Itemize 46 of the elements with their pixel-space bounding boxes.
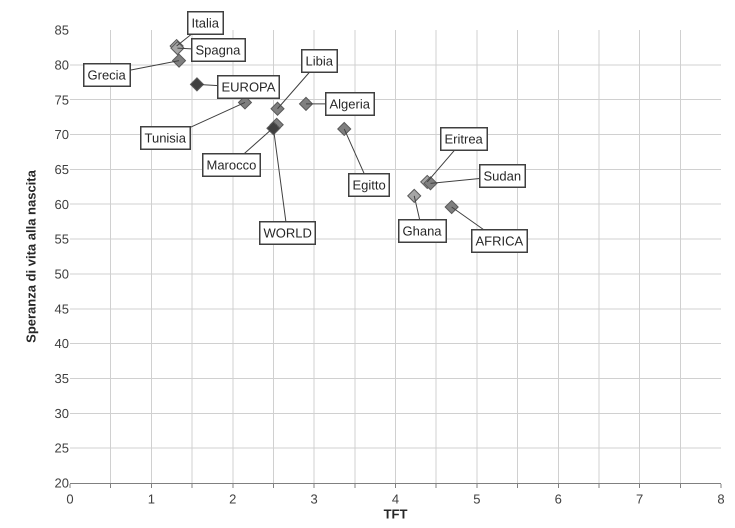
- annotation: Spagna: [196, 42, 242, 58]
- y-tick-label: 65: [54, 162, 69, 177]
- y-tick-label: 55: [54, 232, 69, 247]
- y-tick-label: 40: [54, 336, 69, 352]
- annotation: EUROPA: [222, 80, 276, 94]
- y-tick-label: 60: [54, 196, 69, 212]
- y-axis-title: Speranza di vita alla nascita: [23, 169, 38, 343]
- y-tick-label: 35: [54, 371, 69, 386]
- y-tick-label: 20: [54, 476, 69, 491]
- y-tick-label: 45: [54, 301, 69, 316]
- x-axis-title: TFT: [384, 506, 408, 522]
- point: [298, 96, 313, 111]
- x-tick-label: 1: [148, 492, 155, 507]
- annotation: Grecia: [88, 68, 127, 82]
- annotation: Ghana: [402, 224, 442, 238]
- point: [444, 200, 459, 214]
- point: [270, 102, 285, 116]
- x-tick-label: 4: [392, 492, 400, 507]
- annotation: Marocco: [206, 158, 256, 172]
- annotation: Sudan: [484, 168, 522, 184]
- y-tick-label: 25: [54, 440, 69, 456]
- y-tick-label: 30: [54, 406, 69, 421]
- point: [337, 122, 352, 136]
- y-tick-label: 50: [54, 266, 69, 282]
- annotation: Italia: [192, 16, 220, 30]
- x-tick-label: 6: [554, 492, 562, 507]
- annotation: Egitto: [352, 178, 386, 192]
- annotation: Tunisia: [144, 130, 187, 146]
- y-tick-label: 80: [54, 57, 69, 72]
- point: [172, 54, 186, 68]
- annotation: Eritrea: [444, 132, 484, 146]
- x-tick-label: 7: [636, 492, 644, 507]
- y-tick-label: 85: [54, 22, 69, 38]
- x-tick-label: 5: [473, 492, 480, 507]
- point: [407, 188, 422, 203]
- annotation: Libia: [306, 54, 334, 68]
- x-tick-label: 0: [66, 492, 74, 507]
- annotation: WORLD: [264, 226, 312, 240]
- x-tick-label: 8: [717, 492, 725, 507]
- annotation: Algeria: [330, 96, 371, 112]
- x-tick-label: 2: [229, 492, 236, 507]
- point: [190, 77, 204, 92]
- annotation: AFRICA: [476, 234, 524, 248]
- y-tick-label: 75: [54, 92, 69, 108]
- x-tick-label: 3: [310, 492, 318, 507]
- y-tick-label: 70: [54, 127, 69, 142]
